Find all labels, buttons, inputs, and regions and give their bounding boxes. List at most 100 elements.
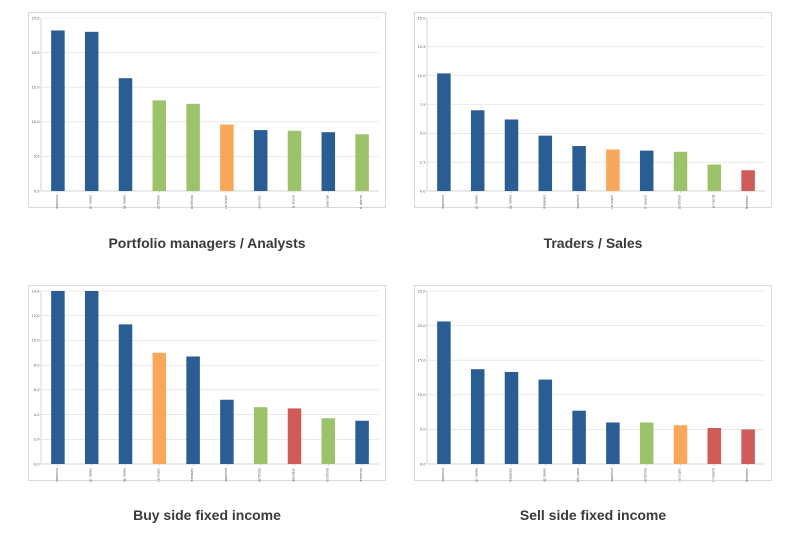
y-tick-label: 10.0 bbox=[417, 74, 426, 78]
y-tick-label: 0.0 bbox=[34, 462, 40, 466]
bar bbox=[504, 119, 519, 191]
x-tick-label: Weather bbox=[745, 467, 749, 482]
bar bbox=[118, 324, 133, 464]
x-tick-label: Top news bbox=[475, 195, 479, 209]
chart-title-2: Traders / Sales bbox=[543, 235, 643, 251]
bar bbox=[741, 429, 755, 464]
y-tick-label: 7.5 bbox=[420, 103, 426, 107]
x-tick-label: Upcoming releases bbox=[542, 195, 546, 209]
chart-frame-1: 0.0 5.0 10.0 15.0 20.0 25.0 Pre-market snapsho… bbox=[28, 12, 386, 209]
y-tick-label: 5.0 bbox=[34, 155, 40, 159]
y-tick-label: 5.0 bbox=[420, 132, 426, 136]
x-tick-label: Weather bbox=[745, 194, 749, 209]
y-tick-label: 10.0 bbox=[31, 120, 40, 124]
bar bbox=[287, 130, 302, 191]
y-tick-label: 25.0 bbox=[31, 16, 40, 20]
y-tick-label: 10.0 bbox=[417, 393, 426, 397]
y-tick-label: 15.0 bbox=[417, 359, 426, 363]
bar bbox=[538, 379, 553, 464]
x-tick-label: Top news bbox=[475, 468, 479, 482]
x-tick-label: Pre-market snapshot bbox=[441, 194, 445, 209]
bar bbox=[673, 425, 688, 464]
x-tick-label: Upcoming releases bbox=[190, 468, 194, 482]
bar bbox=[84, 31, 99, 192]
y-tick-label: 15.0 bbox=[31, 86, 40, 90]
x-tick-label: News on a portfolio bbox=[644, 468, 648, 482]
bar-chart-2: 0.0 2.5 5.0 7.5 10.0 12.5 15.0 Pre-market snaps… bbox=[417, 16, 765, 209]
chart-panel-1: 0.0 5.0 10.0 15.0 20.0 25.0 Pre-market snapsho… bbox=[28, 12, 386, 257]
bar-chart-3: 0.0 2.0 4.0 6.0 8.0 10.0 12.0 14.0 Pre-market sn… bbox=[31, 289, 379, 482]
x-tick-label: Market on a trend bbox=[711, 195, 715, 209]
y-tick-label: 6.0 bbox=[34, 388, 40, 392]
x-tick-label: Top news bbox=[89, 195, 93, 209]
bar bbox=[470, 110, 485, 191]
x-tick-label: IB on a topic bbox=[156, 468, 160, 482]
bar bbox=[606, 149, 620, 191]
x-tick-label: IB on a topic bbox=[610, 195, 614, 209]
chart-panel-3: 0.0 2.0 4.0 6.0 8.0 10.0 12.0 14.0 Pre-market sn… bbox=[28, 285, 386, 530]
bar bbox=[572, 410, 586, 464]
x-tick-label: Research on a portfolio bbox=[258, 468, 262, 482]
bar bbox=[321, 418, 336, 464]
bar bbox=[639, 150, 654, 191]
chart-frame-2: 0.0 2.5 5.0 7.5 10.0 12.5 15.0 Pre-market snaps… bbox=[414, 12, 772, 209]
bar bbox=[538, 135, 553, 191]
x-tick-label: IB on a topic bbox=[678, 468, 682, 482]
bar bbox=[118, 78, 133, 191]
x-tick-label: Breaking news bbox=[509, 195, 513, 209]
bar bbox=[437, 73, 451, 191]
x-tick-label: News on a portfolio bbox=[678, 195, 682, 209]
bar bbox=[253, 130, 268, 191]
chart-frame-3: 0.0 2.0 4.0 6.0 8.0 10.0 12.0 14.0 Pre-market sn… bbox=[28, 285, 386, 482]
chart-title-3: Buy side fixed income bbox=[133, 507, 281, 523]
x-tick-label: Overnight alerts bbox=[359, 195, 363, 209]
x-tick-label: Top news bbox=[89, 468, 93, 482]
y-tick-label: 0.0 bbox=[420, 189, 426, 193]
x-tick-label: Closing market snapshot bbox=[610, 467, 614, 482]
y-tick-label: 8.0 bbox=[34, 363, 40, 367]
x-tick-label: Pre-market snapshot bbox=[441, 467, 445, 482]
chart-panel-4: 0.0 5.0 10.0 15.0 20.0 25.0 Pre-market snapsho… bbox=[414, 285, 772, 530]
x-tick-label: Upcoming releases bbox=[509, 468, 513, 482]
bar bbox=[220, 399, 234, 464]
x-tick-label: Plan by month bbox=[711, 468, 715, 482]
x-tick-label: Outlook calendar bbox=[292, 467, 296, 482]
bar-chart-4: 0.0 5.0 10.0 15.0 20.0 25.0 Pre-market snapsho… bbox=[417, 289, 765, 482]
y-tick-label: 5.0 bbox=[420, 428, 426, 432]
x-tick-label: Upcoming FED announcements bbox=[359, 468, 363, 482]
x-tick-label: Pre-market snapshot bbox=[55, 194, 59, 209]
bar bbox=[741, 170, 755, 191]
x-tick-label: Breaking news bbox=[542, 468, 546, 482]
x-tick-label: News on a portfolio bbox=[156, 195, 160, 209]
x-tick-label: Missed news weekly past bbox=[576, 467, 580, 482]
bar bbox=[707, 428, 722, 464]
bar bbox=[220, 124, 234, 191]
y-tick-label: 2.5 bbox=[420, 160, 426, 164]
x-tick-label: Closing market snapshot bbox=[576, 194, 580, 209]
chart-title-4: Sell side fixed income bbox=[519, 507, 667, 523]
y-tick-label: 0.0 bbox=[34, 189, 40, 193]
y-tick-label: 15.0 bbox=[417, 16, 426, 20]
y-tick-label: 20.0 bbox=[31, 51, 40, 55]
chart-frame-4: 0.0 5.0 10.0 15.0 20.0 25.0 Pre-market snapsho… bbox=[414, 285, 772, 482]
chart-title-1: Portfolio managers / Analysts bbox=[108, 235, 306, 251]
bar bbox=[51, 30, 65, 192]
x-tick-label: Upcoming economic bbox=[258, 195, 262, 209]
bar bbox=[437, 321, 451, 464]
x-tick-label: Market on a stock bbox=[292, 194, 296, 209]
bar bbox=[152, 100, 167, 191]
bar bbox=[186, 356, 200, 464]
bar bbox=[639, 422, 654, 464]
bar bbox=[51, 291, 65, 464]
bar bbox=[152, 352, 167, 464]
bar bbox=[253, 407, 268, 464]
bar bbox=[470, 369, 485, 464]
bar bbox=[355, 420, 369, 464]
bar bbox=[287, 408, 302, 464]
x-tick-label: Breaking news bbox=[123, 468, 127, 482]
x-tick-label: Pre-market snapshot bbox=[55, 467, 59, 482]
x-tick-label: Missed news from for years bbox=[644, 195, 648, 209]
y-tick-label: 20.0 bbox=[417, 324, 426, 328]
y-tick-label: 12.5 bbox=[417, 45, 425, 49]
y-tick-label: 10.0 bbox=[31, 339, 40, 343]
